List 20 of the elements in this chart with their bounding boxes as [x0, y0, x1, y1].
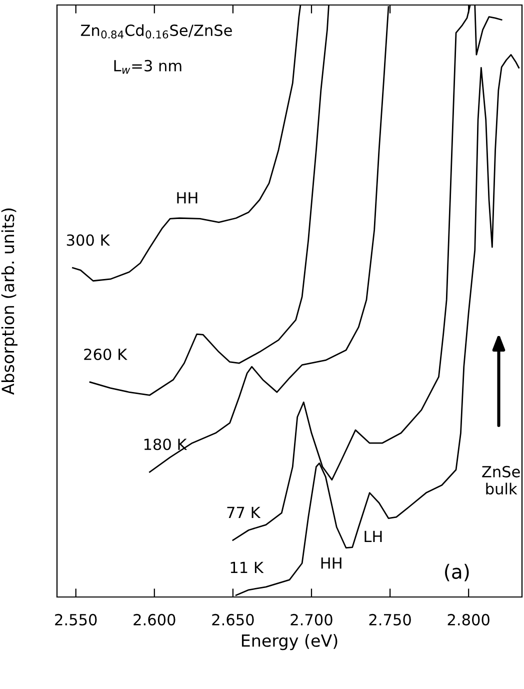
- series-label: 260 K: [84, 348, 128, 360]
- x-tick-label: 2.700: [290, 614, 332, 626]
- x-tick-label: 2.650: [212, 614, 254, 626]
- x-tick-label: 2.600: [134, 614, 176, 626]
- annotation: Zn$_{0.84}$Cd$_{0.16}$Se/ZnSe: [80, 24, 232, 39]
- annotation: L$_{w}$=3 nm: [114, 60, 182, 74]
- series-label: 180 K: [144, 438, 188, 450]
- annotation: (a): [445, 564, 469, 582]
- annotation: LH: [364, 530, 382, 542]
- series-label: 77 K: [227, 506, 261, 518]
- annotation: HH: [321, 558, 342, 569]
- x-tick-label: 2.550: [55, 614, 97, 626]
- annotation: ZnSe bulk: [482, 466, 520, 495]
- x-tick-label: 2.800: [448, 614, 490, 626]
- y-axis-title: Absorption (arb. units): [1, 208, 18, 395]
- annotation: HH: [177, 192, 198, 204]
- x-axis-title: Energy (eV): [242, 634, 338, 650]
- series-label: 11 K: [230, 562, 264, 574]
- x-tick-label: 2.750: [369, 614, 411, 626]
- series-label: 300 K: [66, 234, 110, 246]
